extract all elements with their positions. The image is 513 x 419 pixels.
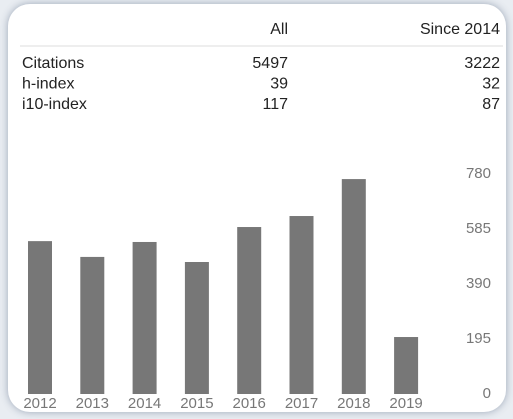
cell: 39 (270, 76, 288, 93)
column-header: Since 2014 (420, 21, 500, 38)
row-label: Citations (22, 55, 84, 72)
cell: 32 (482, 76, 500, 93)
bar (394, 337, 419, 394)
bar (28, 241, 52, 394)
bar (132, 241, 157, 394)
y-tick-label: 0 (483, 385, 491, 402)
cell: 87 (482, 96, 500, 113)
row-label: h-index (22, 76, 74, 93)
bar (80, 256, 105, 394)
bar (184, 262, 209, 394)
citations-widget: All Since 2014 Citations 5497 3222 h-index 39 3… (20, 21, 503, 412)
x-tick-label: 2013 (76, 395, 109, 412)
cell: 117 (262, 96, 288, 113)
bar (341, 179, 366, 394)
y-tick-label: 195 (466, 330, 491, 347)
cell: 5497 (252, 55, 288, 72)
x-tick-label: 2018 (337, 395, 370, 412)
x-tick-label: 2015 (180, 395, 213, 412)
y-tick-label: 585 (466, 220, 491, 237)
row-label: i10-index (22, 96, 87, 113)
y-tick-label: 780 (466, 165, 491, 182)
x-tick-label: 2016 (233, 395, 266, 412)
x-tick-label: 2012 (23, 395, 56, 412)
x-tick-label: 2019 (389, 395, 422, 412)
bar (237, 227, 262, 394)
y-tick-label: 390 (466, 275, 491, 292)
citations-card: All Since 2014 Citations 5497 3222 h-index 39 3… (8, 4, 506, 412)
cell: 3222 (464, 55, 500, 72)
x-tick-label: 2014 (128, 395, 161, 412)
column-header: All (270, 21, 288, 38)
x-tick-label: 2017 (285, 395, 318, 412)
bar (289, 216, 314, 394)
